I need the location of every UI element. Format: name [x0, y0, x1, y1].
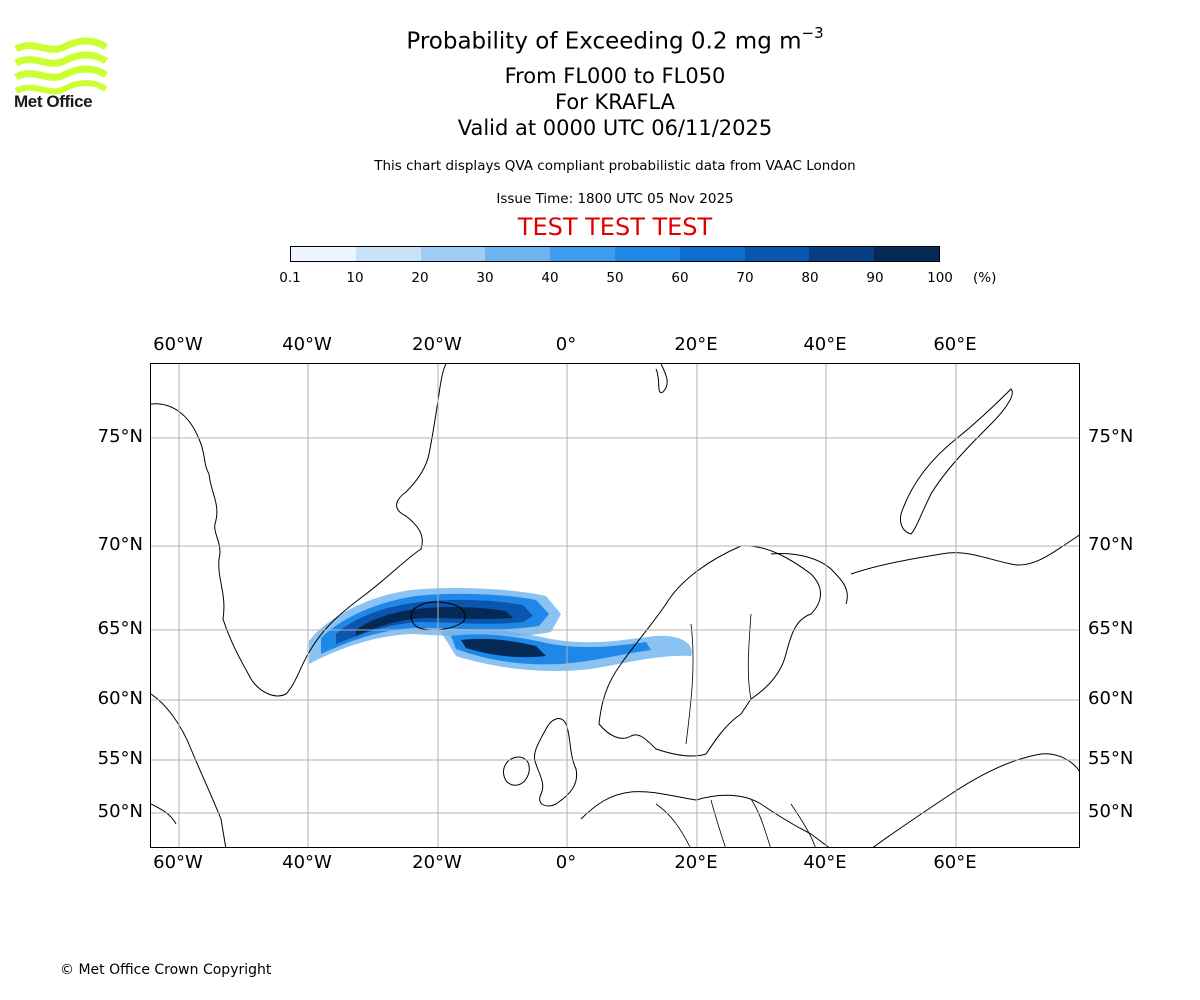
- latitude-label: 60°N: [97, 688, 143, 709]
- colorbar-segment: [550, 247, 615, 261]
- longitude-label: 40°E: [803, 334, 847, 355]
- longitude-label: 60°E: [933, 852, 977, 873]
- latitude-label: 75°N: [1088, 426, 1134, 447]
- longitude-label: 20°W: [412, 334, 462, 355]
- copyright: © Met Office Crown Copyright: [60, 962, 272, 978]
- colorbar-unit: (%): [973, 270, 997, 286]
- scandinavia-coast: [598, 545, 821, 757]
- test-banner: TEST TEST TEST: [517, 213, 713, 241]
- colorbar-tick-label: 80: [801, 270, 819, 286]
- latitude-label: 50°N: [1088, 801, 1134, 822]
- issue-time: Issue Time: 1800 UTC 05 Nov 2025: [496, 191, 734, 207]
- colorbar-segment: [809, 247, 875, 261]
- continental-europe-coast: [580, 791, 830, 847]
- colorbar-segment: [679, 247, 745, 261]
- chart-title: Probability of Exceeding 0.2 mg m−3: [406, 24, 824, 55]
- novaya-zemlya-coast: [900, 388, 1013, 535]
- colorbar-tick-label: 30: [476, 270, 494, 286]
- greenland-coast: [151, 364, 447, 697]
- longitude-label: 0°: [555, 852, 577, 873]
- latitude-label: 55°N: [1088, 748, 1134, 769]
- map-frame: [150, 363, 1080, 848]
- longitude-label: 40°W: [282, 334, 332, 355]
- country-borders: [655, 613, 816, 847]
- svalbard-coast: [655, 364, 668, 394]
- latitude-label: 55°N: [97, 748, 143, 769]
- colorbar-tick-label: 40: [541, 270, 559, 286]
- longitude-label: 60°W: [153, 852, 203, 873]
- latitude-label: 65°N: [1088, 618, 1134, 639]
- longitude-label: 60°W: [153, 334, 203, 355]
- canada-coast: [151, 693, 227, 847]
- longitude-label: 40°W: [282, 852, 332, 873]
- logo-text: Met Office: [14, 92, 93, 111]
- longitude-label: 20°E: [674, 334, 718, 355]
- plume-lower-lobe: [441, 629, 692, 672]
- chart-description: This chart displays QVA compliant probab…: [374, 158, 856, 174]
- latitude-label: 70°N: [97, 534, 143, 555]
- coastlines: [151, 364, 1079, 847]
- colorbar-segment: [420, 247, 486, 261]
- colorbar-tick-label: 20: [411, 270, 429, 286]
- colorbar-segment: [291, 247, 356, 261]
- colorbar-tick-label: 0.1: [279, 270, 301, 286]
- colorbar-tick-label: 60: [671, 270, 689, 286]
- colorbar-tick-label: 70: [736, 270, 754, 286]
- volcano-subtitle: For KRAFLA: [555, 90, 675, 114]
- labrador-coast: [151, 803, 177, 825]
- colorbar: [290, 246, 940, 262]
- russian-mainland-coast: [872, 753, 1079, 847]
- longitude-label: 40°E: [803, 852, 847, 873]
- british-isles-coast: [533, 718, 578, 807]
- met-office-logo-icon: [14, 37, 108, 95]
- ash-plume: [309, 588, 692, 672]
- flight-level-subtitle: From FL000 to FL050: [504, 64, 726, 88]
- map: [151, 364, 1079, 847]
- colorbar-segment: [485, 247, 551, 261]
- colorbar-segment: [614, 247, 680, 261]
- colorbar-tick-label: 50: [606, 270, 624, 286]
- longitude-label: 20°W: [412, 852, 462, 873]
- colorbar-segment: [744, 247, 810, 261]
- plume-upper-lobe: [309, 588, 561, 664]
- colorbar-tick-label: 10: [346, 270, 364, 286]
- longitude-label: 0°: [555, 334, 577, 355]
- latitude-label: 50°N: [97, 801, 143, 822]
- colorbar-segment: [355, 247, 421, 261]
- ireland-coast: [503, 756, 530, 786]
- valid-time-subtitle: Valid at 0000 UTC 06/11/2025: [457, 116, 773, 140]
- kola-coast: [770, 553, 848, 605]
- gridlines: [151, 364, 1079, 847]
- latitude-label: 75°N: [97, 426, 143, 447]
- longitude-label: 20°E: [674, 852, 718, 873]
- colorbar-tick-label: 90: [866, 270, 884, 286]
- colorbar-segment: [874, 247, 939, 261]
- russian-arctic-coast: [850, 534, 1079, 575]
- latitude-label: 60°N: [1088, 688, 1134, 709]
- latitude-label: 65°N: [97, 618, 143, 639]
- latitude-label: 70°N: [1088, 534, 1134, 555]
- longitude-label: 60°E: [933, 334, 977, 355]
- colorbar-tick-label: 100: [927, 270, 953, 286]
